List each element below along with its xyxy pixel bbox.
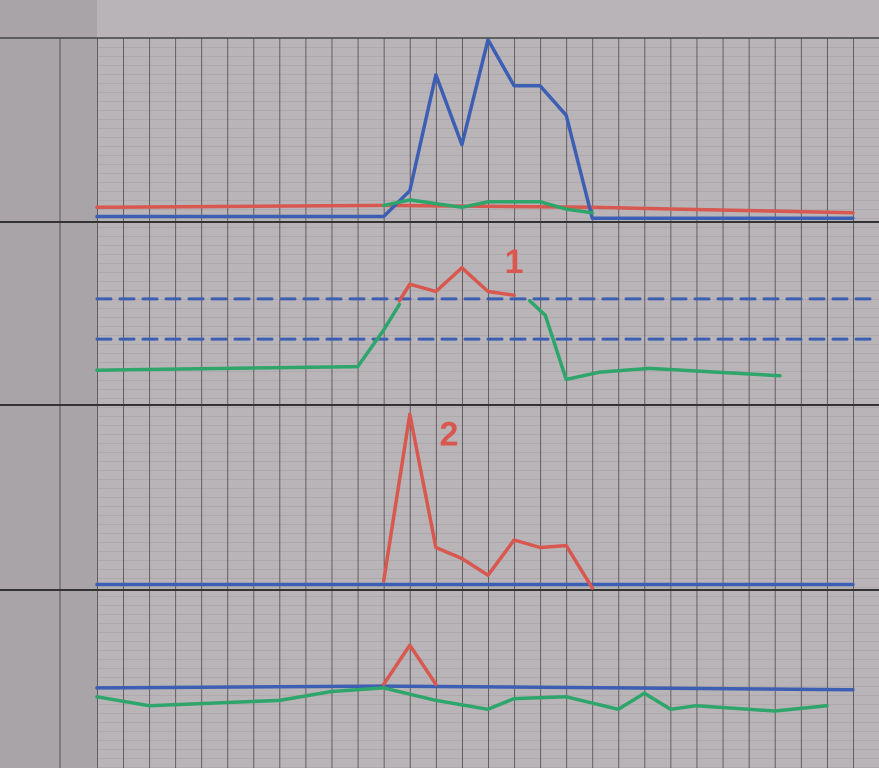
annotation: 2	[439, 415, 458, 453]
label-column	[0, 0, 97, 768]
data-line	[397, 266, 516, 303]
data-line	[95, 38, 855, 221]
plots: 12	[95, 38, 879, 713]
data-line	[95, 298, 782, 382]
data-line	[95, 686, 829, 713]
data-line	[381, 198, 595, 215]
data-line	[95, 684, 855, 692]
data-line	[381, 412, 595, 590]
grid-paper	[97, 38, 879, 768]
data-line	[381, 643, 438, 687]
data-line	[95, 203, 855, 215]
annotation: 1	[505, 243, 524, 281]
